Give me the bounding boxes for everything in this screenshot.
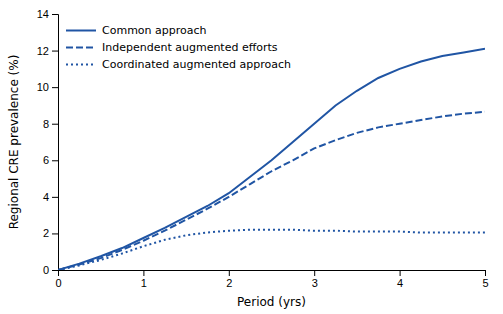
tick: 6 — [43, 154, 58, 166]
tick-label: 10 — [37, 81, 49, 93]
series-line — [58, 49, 485, 270]
tick-label: 6 — [43, 154, 49, 166]
tick-mark — [485, 270, 486, 276]
tick-mark — [52, 87, 58, 88]
tick-label: 1 — [141, 277, 147, 289]
series-line — [58, 230, 485, 270]
legend-swatch — [66, 30, 96, 32]
tick: 4 — [397, 270, 403, 289]
tick-label: 2 — [43, 227, 49, 239]
legend: Common approach Independent augmented eff… — [66, 24, 291, 71]
tick: 4 — [43, 191, 58, 203]
tick: 0 — [43, 264, 58, 276]
legend-item: Coordinated augmented approach — [66, 58, 291, 71]
tick-label: 4 — [43, 191, 49, 203]
tick: 5 — [482, 270, 488, 289]
legend-swatch — [66, 47, 96, 49]
y-axis: 0 2 4 6 8 10 12 14 — [37, 8, 59, 276]
tick-mark — [229, 270, 230, 276]
tick-mark — [52, 270, 58, 271]
tick: 2 — [43, 227, 58, 239]
x-axis-title: Period (yrs) — [237, 295, 306, 309]
tick-mark — [143, 270, 144, 276]
y-axis-title: Regional CRE prevalence (%) — [7, 55, 21, 230]
tick-label: 0 — [55, 277, 61, 289]
tick: 12 — [37, 45, 58, 57]
tick-mark — [52, 160, 58, 161]
tick-label: 14 — [37, 8, 49, 20]
legend-item: Common approach — [66, 24, 207, 37]
tick-label: 5 — [482, 277, 488, 289]
chart-svg: 01234502468101214Common approachIndepend… — [0, 0, 503, 314]
tick-label: 4 — [397, 277, 403, 289]
tick: 14 — [37, 8, 58, 20]
tick-mark — [52, 197, 58, 198]
tick: 10 — [37, 81, 58, 93]
tick-label: 8 — [43, 118, 49, 130]
legend-label: Common approach — [102, 24, 207, 37]
chart-container: 01234502468101214Common approachIndepend… — [0, 0, 503, 314]
tick: 2 — [226, 270, 232, 289]
tick: 8 — [43, 118, 58, 130]
tick-mark — [400, 270, 401, 276]
lines — [58, 49, 485, 270]
tick-label: 0 — [43, 264, 49, 276]
legend-label: Coordinated augmented approach — [102, 58, 291, 71]
tick-mark — [314, 270, 315, 276]
tick-label: 2 — [226, 277, 232, 289]
tick-label: 3 — [312, 277, 318, 289]
tick: 0 — [55, 270, 61, 289]
tick-mark — [52, 14, 58, 15]
tick-mark — [52, 124, 58, 125]
x-axis: 0 1 2 3 4 5 — [55, 270, 488, 289]
legend-swatch — [66, 64, 96, 66]
tick: 3 — [312, 270, 318, 289]
tick-mark — [52, 51, 58, 52]
tick-label: 12 — [37, 45, 49, 57]
tick-mark — [52, 233, 58, 234]
tick: 1 — [141, 270, 147, 289]
axis-line — [59, 271, 486, 277]
series-line — [58, 112, 485, 270]
axis-line — [52, 15, 59, 271]
legend-label: Independent augmented efforts — [102, 41, 278, 54]
plot-area: 01234502468101214Common approachIndepend… — [37, 8, 489, 289]
legend-item: Independent augmented efforts — [66, 41, 278, 54]
